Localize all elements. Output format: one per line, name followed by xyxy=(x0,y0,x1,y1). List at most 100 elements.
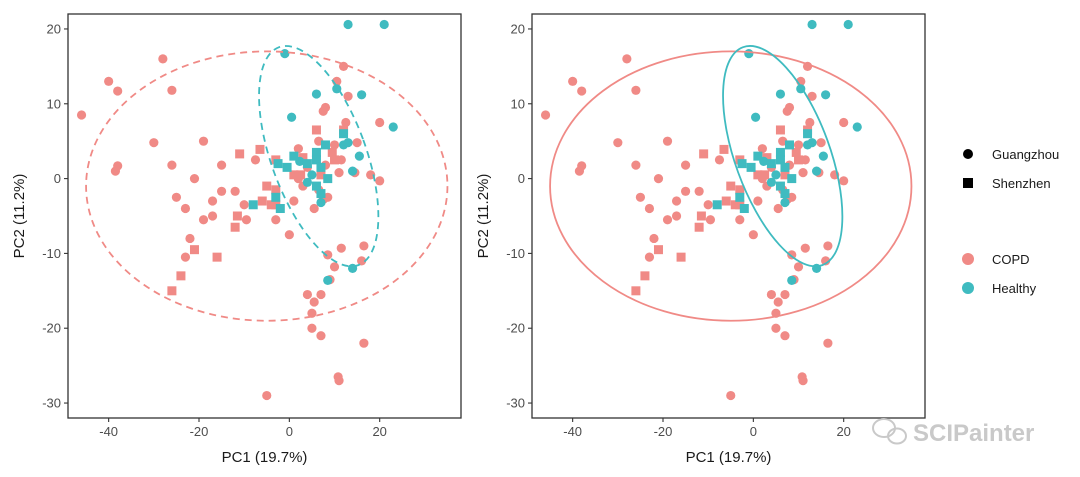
legend-label-copd: COPD xyxy=(992,252,1030,267)
data-point-copd-0 xyxy=(540,110,551,120)
data-point-copd-78 xyxy=(255,144,265,154)
data-point-healthy-100 xyxy=(821,90,831,100)
data-point-copd-17 xyxy=(671,211,682,221)
watermark-text: SCIPainter xyxy=(913,420,1034,447)
data-point-healthy-111 xyxy=(753,151,763,161)
data-point-healthy-99 xyxy=(343,19,353,30)
data-point-copd-15 xyxy=(198,136,209,146)
data-point-copd-69 xyxy=(189,245,199,255)
data-point-healthy-101 xyxy=(379,19,389,30)
data-point-copd-22 xyxy=(241,215,252,225)
data-point-copd-7 xyxy=(149,138,159,148)
data-point-copd-66 xyxy=(839,176,849,186)
data-point-healthy-111 xyxy=(289,151,299,161)
data-point-copd-86 xyxy=(794,155,804,165)
data-point-copd-64 xyxy=(366,170,376,180)
data-point-copd-65 xyxy=(839,117,849,128)
data-point-copd-85 xyxy=(327,147,337,157)
y-tick-label: 10 xyxy=(47,96,61,111)
data-point-healthy-108 xyxy=(275,204,285,214)
wechat-icon xyxy=(872,418,907,445)
data-point-copd-34 xyxy=(773,297,783,307)
data-point-copd-63 xyxy=(359,338,369,348)
data-point-copd-74 xyxy=(721,196,731,206)
data-point-copd-33 xyxy=(773,203,783,214)
data-point-copd-26 xyxy=(284,230,294,240)
legend-circle-icon xyxy=(963,149,973,159)
y-tick-label: -20 xyxy=(506,321,525,336)
data-point-healthy-93 xyxy=(771,170,781,180)
data-point-copd-72 xyxy=(235,149,245,159)
data-point-copd-43 xyxy=(784,102,795,113)
data-point-copd-71 xyxy=(230,222,240,232)
data-point-copd-83 xyxy=(311,125,321,135)
data-point-copd-29 xyxy=(757,144,767,154)
data-point-copd-21 xyxy=(239,200,249,210)
data-point-copd-58 xyxy=(343,91,353,101)
data-point-copd-71 xyxy=(694,222,704,232)
data-point-healthy-102 xyxy=(388,122,398,132)
data-point-healthy-120 xyxy=(339,129,349,139)
data-point-healthy-117 xyxy=(787,174,797,184)
data-point-copd-11 xyxy=(649,233,659,244)
data-point-healthy-108 xyxy=(739,204,749,214)
data-point-copd-1 xyxy=(568,76,578,86)
pca-panel-dashed: -40 -20 0 20 -30 -20 -10 0 10 20 PC1 (19.7%) PC2 (1… xyxy=(11,13,462,466)
data-point-copd-49 xyxy=(329,140,340,150)
data-point-healthy-112 xyxy=(766,159,776,169)
data-point-copd-88 xyxy=(735,185,745,195)
data-point-copd-57 xyxy=(805,117,815,128)
pca-panel-solid: -40 -20 0 20 -30 -20 -10 0 10 20 PC1 (19.7%) PC2 (1… xyxy=(475,13,926,466)
data-point-copd-25 xyxy=(735,215,745,225)
data-point-copd-33 xyxy=(309,203,319,214)
data-point-copd-24 xyxy=(262,390,272,401)
data-point-copd-46 xyxy=(323,250,333,260)
data-point-healthy-107 xyxy=(735,192,745,202)
data-point-copd-40 xyxy=(780,289,790,300)
y-tick-label: -10 xyxy=(42,246,61,261)
data-point-copd-24 xyxy=(726,390,736,401)
data-point-copd-52 xyxy=(798,375,808,386)
data-point-healthy-118 xyxy=(311,181,321,191)
data-point-healthy-120 xyxy=(803,129,813,139)
data-point-healthy-109 xyxy=(737,159,747,169)
confidence-ellipse-copd xyxy=(549,50,913,322)
data-point-copd-53 xyxy=(334,168,344,178)
plot-frame xyxy=(67,13,462,419)
data-point-copd-79 xyxy=(726,181,736,191)
data-point-copd-62 xyxy=(823,241,833,251)
data-point-copd-54 xyxy=(336,243,346,253)
data-point-healthy-96 xyxy=(323,275,333,285)
data-point-copd-84 xyxy=(780,170,790,180)
legend-label-guangzhou: Guangzhou xyxy=(992,147,1059,162)
data-point-healthy-94 xyxy=(775,89,786,99)
data-point-copd-18 xyxy=(216,160,227,170)
data-point-healthy-119 xyxy=(780,189,790,199)
data-point-copd-67 xyxy=(631,286,641,296)
y-axis-title: PC2 (11.2%) xyxy=(475,174,492,259)
data-point-copd-19 xyxy=(680,186,691,196)
data-point-copd-81 xyxy=(296,170,306,180)
data-point-healthy-109 xyxy=(273,159,283,169)
data-point-copd-0 xyxy=(76,110,87,120)
data-point-copd-70 xyxy=(212,252,222,262)
data-point-copd-82 xyxy=(298,153,308,163)
data-point-copd-7 xyxy=(613,138,623,148)
x-tick-label: -40 xyxy=(563,424,582,439)
data-point-copd-82 xyxy=(762,153,772,163)
data-point-copd-6 xyxy=(631,85,641,95)
data-point-copd-27 xyxy=(753,196,763,206)
x-tick-label: -20 xyxy=(190,424,209,439)
x-tick-label: -40 xyxy=(99,424,118,439)
data-point-healthy-95 xyxy=(316,197,326,208)
data-point-copd-83 xyxy=(775,125,785,135)
legend-healthy-swatch xyxy=(962,282,974,294)
legend-copd-swatch xyxy=(962,253,974,265)
data-point-healthy-89 xyxy=(744,49,754,59)
data-point-copd-16 xyxy=(189,173,200,184)
data-point-healthy-116 xyxy=(784,140,794,150)
data-point-healthy-112 xyxy=(302,159,312,169)
legend: Guangzhou Shenzhen COPD Healthy xyxy=(962,147,1059,296)
data-point-copd-8 xyxy=(635,192,646,202)
data-point-healthy-104 xyxy=(347,166,358,176)
